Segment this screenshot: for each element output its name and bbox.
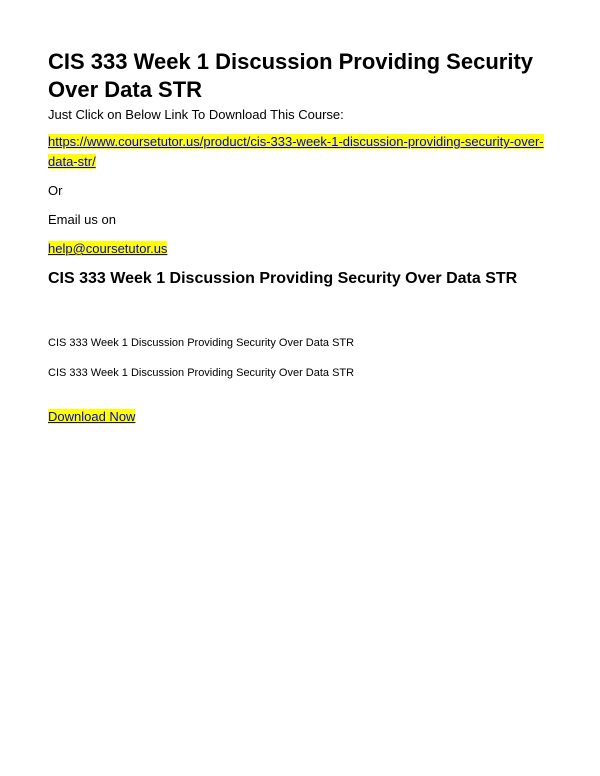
- product-link-block: https://www.coursetutor.us/product/cis-3…: [48, 132, 552, 171]
- subtitle-text: Just Click on Below Link To Download Thi…: [48, 107, 552, 122]
- body-line-2: CIS 333 Week 1 Discussion Providing Secu…: [48, 367, 552, 379]
- email-link-block: help@coursetutor.us: [48, 239, 552, 259]
- download-block: Download Now: [48, 407, 552, 427]
- email-label: Email us on: [48, 212, 552, 227]
- email-link[interactable]: help@coursetutor.us: [48, 241, 167, 256]
- product-link[interactable]: https://www.coursetutor.us/product/cis-3…: [48, 134, 544, 169]
- main-title: CIS 333 Week 1 Discussion Providing Secu…: [48, 48, 552, 103]
- body-line-1: CIS 333 Week 1 Discussion Providing Secu…: [48, 337, 552, 349]
- or-label: Or: [48, 183, 552, 198]
- section-title: CIS 333 Week 1 Discussion Providing Secu…: [48, 269, 552, 290]
- download-link[interactable]: Download Now: [48, 409, 135, 424]
